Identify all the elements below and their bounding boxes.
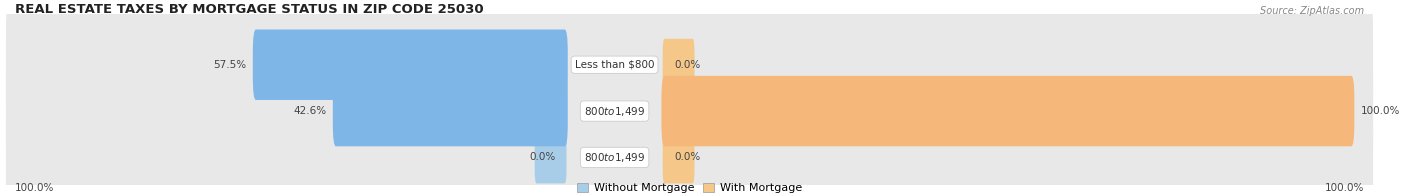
FancyBboxPatch shape xyxy=(6,63,1374,196)
FancyBboxPatch shape xyxy=(253,30,568,100)
FancyBboxPatch shape xyxy=(6,16,1374,196)
Text: Source: ZipAtlas.com: Source: ZipAtlas.com xyxy=(1260,6,1364,16)
Text: 0.0%: 0.0% xyxy=(673,152,700,162)
FancyBboxPatch shape xyxy=(534,132,567,183)
FancyBboxPatch shape xyxy=(333,76,568,146)
Text: 42.6%: 42.6% xyxy=(294,106,326,116)
Text: 100.0%: 100.0% xyxy=(1361,106,1400,116)
Text: 57.5%: 57.5% xyxy=(214,60,246,70)
FancyBboxPatch shape xyxy=(661,76,1354,146)
FancyBboxPatch shape xyxy=(662,39,695,91)
Text: $800 to $1,499: $800 to $1,499 xyxy=(583,105,645,118)
FancyBboxPatch shape xyxy=(6,0,1374,160)
Legend: Without Mortgage, With Mortgage: Without Mortgage, With Mortgage xyxy=(576,183,801,193)
Text: 0.0%: 0.0% xyxy=(673,60,700,70)
Text: $800 to $1,499: $800 to $1,499 xyxy=(583,151,645,164)
Text: REAL ESTATE TAXES BY MORTGAGE STATUS IN ZIP CODE 25030: REAL ESTATE TAXES BY MORTGAGE STATUS IN … xyxy=(15,3,484,16)
FancyBboxPatch shape xyxy=(662,132,695,183)
Text: 100.0%: 100.0% xyxy=(15,183,55,193)
Text: 0.0%: 0.0% xyxy=(529,152,555,162)
Text: 100.0%: 100.0% xyxy=(1324,183,1364,193)
Text: Less than $800: Less than $800 xyxy=(575,60,654,70)
